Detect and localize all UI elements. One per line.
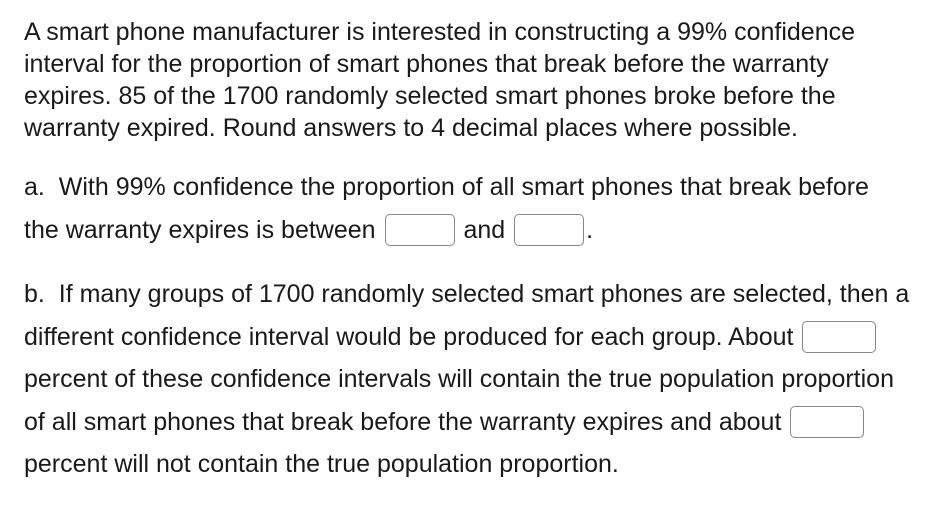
part-b: b. If many groups of 1700 randomly selec… [24,273,910,486]
part-b-notcontain-input[interactable] [790,406,864,438]
part-a-label: a. [24,173,45,201]
part-a-lower-input[interactable] [385,214,455,246]
part-b-s1: If many groups of 1700 randomly selected… [24,280,909,351]
question-intro: A smart phone manufacturer is interested… [24,16,910,144]
part-a-post: . [586,216,593,244]
part-a-and: and [463,216,505,244]
question-container: A smart phone manufacturer is interested… [0,0,930,506]
part-b-s3: percent will not contain the true popula… [24,450,619,478]
intro-text: A smart phone manufacturer is interested… [24,18,855,142]
part-a: a. With 99% confidence the proportion of… [24,166,910,251]
part-b-label: b. [24,280,45,308]
part-a-upper-input[interactable] [514,214,584,246]
part-b-contain-input[interactable] [802,321,876,353]
part-b-s2: percent of these confidence intervals wi… [24,365,894,436]
